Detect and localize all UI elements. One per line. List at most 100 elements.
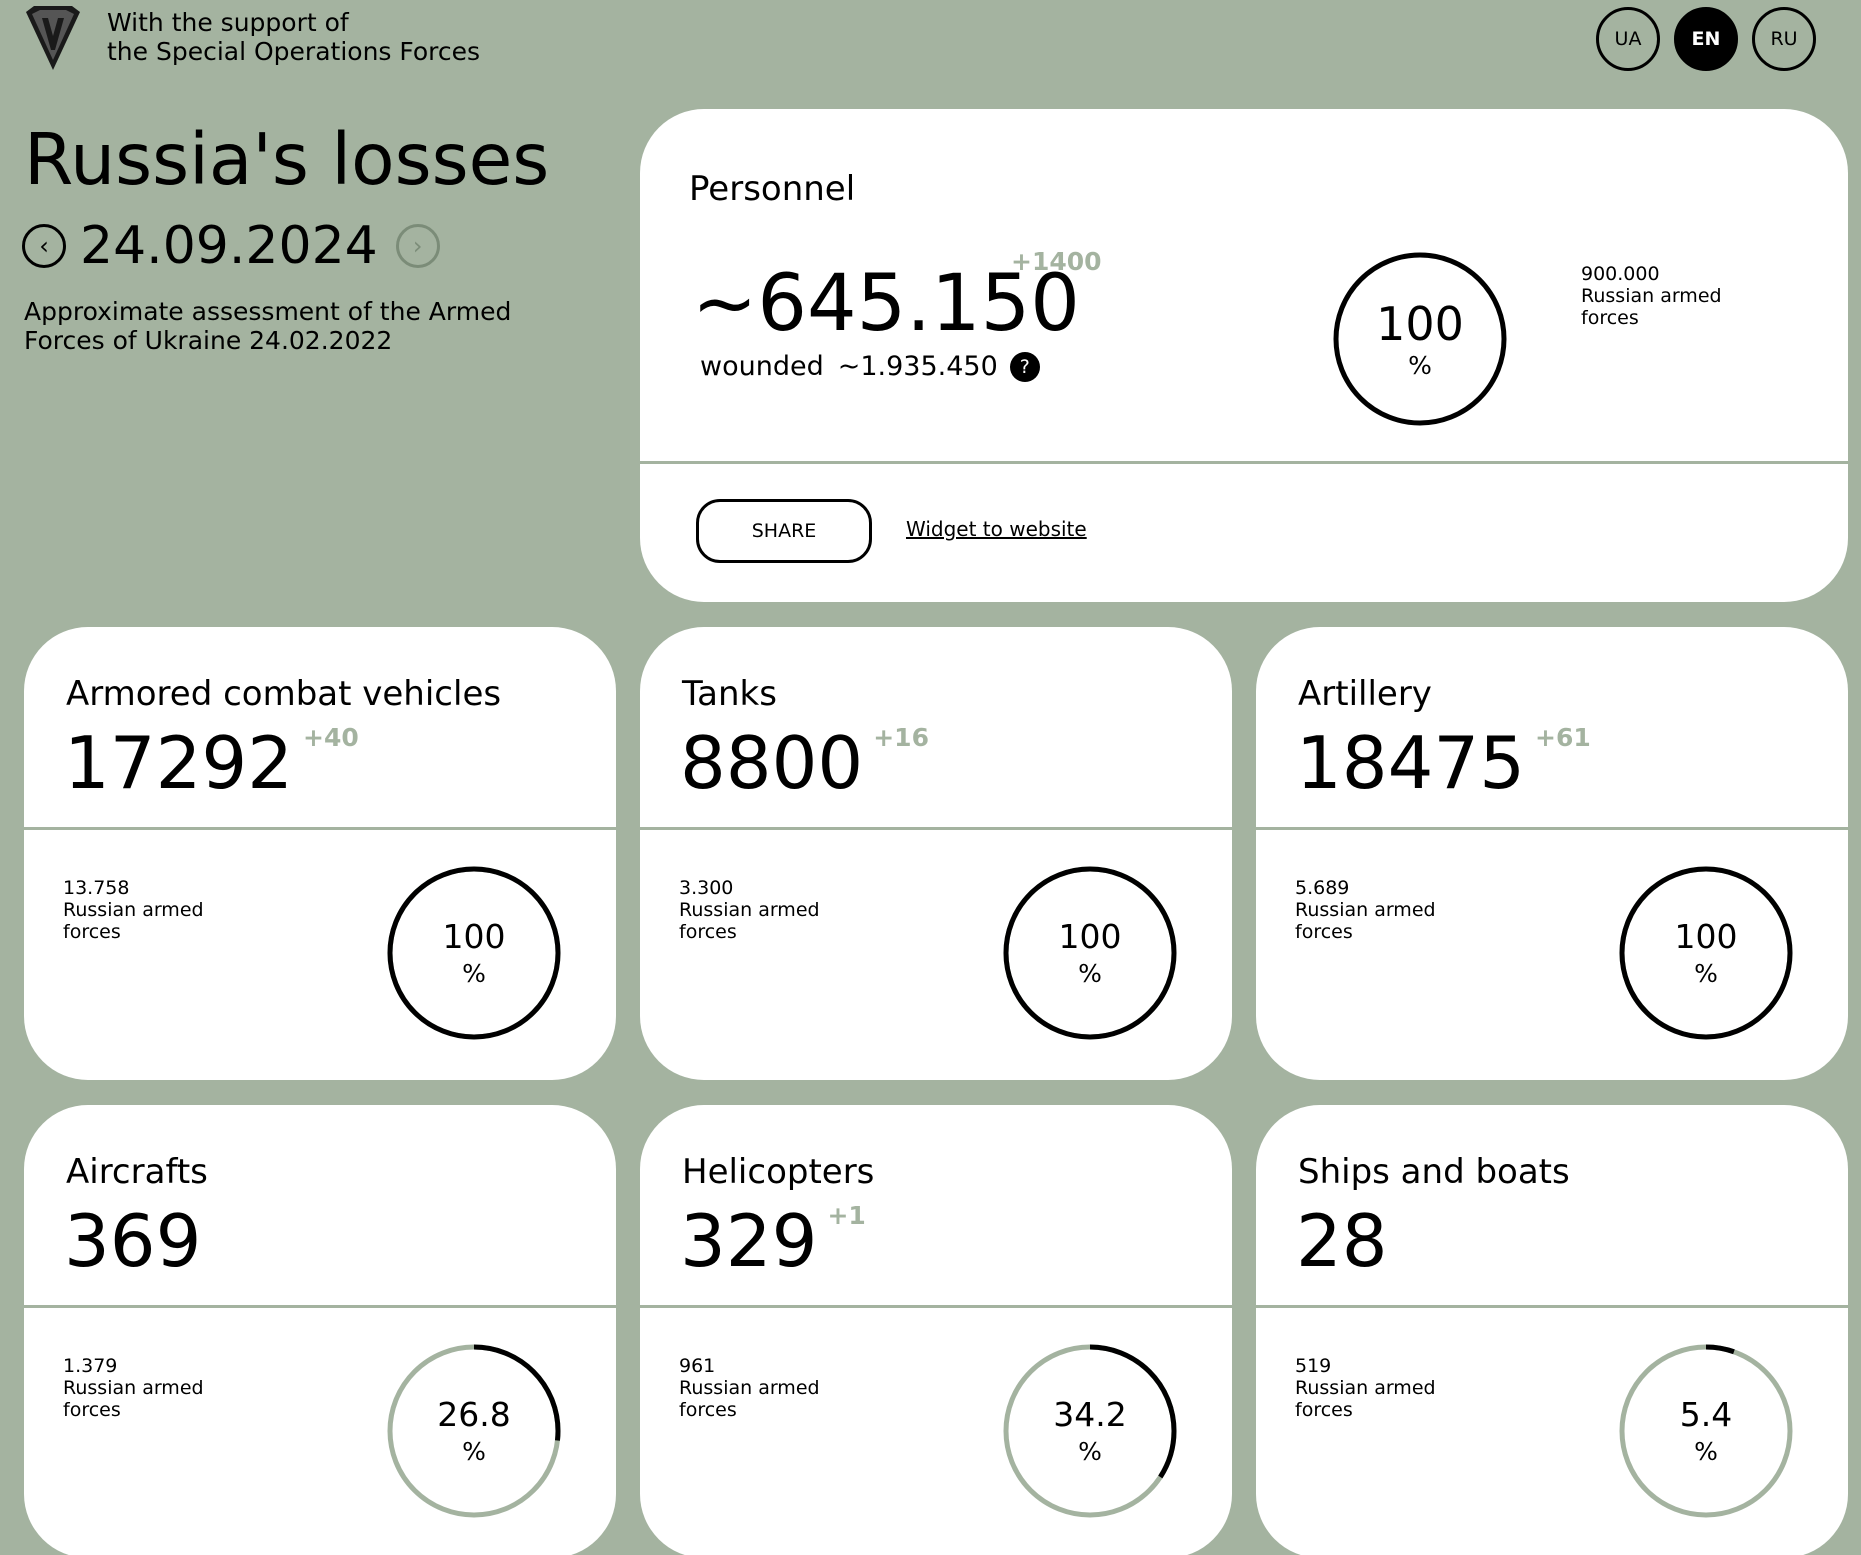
ships-and-boats-value: 28 (1296, 1199, 1388, 1283)
prev-date-button[interactable]: ‹ (22, 224, 66, 268)
helicopters-base-line-1: Russian armed (679, 1377, 820, 1399)
artillery-base-value: 5.689 (1295, 877, 1350, 899)
assessment-line-2: Forces of Ukraine 24.02.2022 (24, 326, 393, 355)
tanks-base-line-2: forces (679, 921, 737, 943)
divider (640, 1305, 1232, 1308)
artillery-title: Artillery (1298, 674, 1432, 714)
current-date: 24.09.2024 (80, 216, 378, 276)
artillery-base-line-1: Russian armed (1295, 899, 1436, 921)
tanks-base-line-1: Russian armed (679, 899, 820, 921)
divider (24, 1305, 616, 1308)
aircrafts-base: 1.379 Russian armed forces (63, 1355, 204, 1421)
helicopters-base-value: 961 (679, 1355, 716, 1377)
personnel-delta: +1400 (1011, 247, 1102, 276)
armored-combat-vehicles-title: Armored combat vehicles (66, 674, 502, 714)
tanks-ring-fill (1003, 866, 1177, 1040)
aircrafts-base-line-1: Russian armed (63, 1377, 204, 1399)
share-button[interactable]: SHARE (696, 499, 872, 563)
armored-combat-vehicles-base-line-1: Russian armed (63, 899, 204, 921)
chevron-left-icon: ‹ (39, 232, 49, 260)
divider (1256, 1305, 1848, 1308)
support-text: With the support of the Special Operatio… (107, 8, 480, 66)
tanks-percent: 100 (1058, 917, 1122, 956)
tanks-title: Tanks (682, 674, 777, 714)
ships-and-boats-base-value: 519 (1295, 1355, 1332, 1377)
ships-and-boats-ring-fill (1619, 1344, 1793, 1518)
divider (1256, 827, 1848, 830)
artillery-card: Artillery 18475 +61 5.689 Russian armed … (1256, 627, 1848, 1080)
artillery-percent: 100 (1674, 917, 1738, 956)
ships-and-boats-title: Ships and boats (1298, 1152, 1570, 1192)
armored-combat-vehicles-base-line-2: forces (63, 921, 121, 943)
tanks-value: 8800 (680, 721, 864, 805)
helicopters-card: Helicopters 329 +1 961 Russian armed for… (640, 1105, 1232, 1555)
artillery-ring: 100 % (1618, 865, 1794, 1041)
armored-combat-vehicles-base: 13.758 Russian armed forces (63, 877, 204, 943)
personnel-ring: 100 % (1332, 251, 1508, 427)
armored-combat-vehicles-ring: 100 % (386, 865, 562, 1041)
helicopters-base: 961 Russian armed forces (679, 1355, 820, 1421)
ships-and-boats-base-line-2: forces (1295, 1399, 1353, 1421)
aircrafts-base-line-2: forces (63, 1399, 121, 1421)
aircrafts-percent-sign: % (462, 1437, 486, 1466)
tanks-percent-sign: % (1078, 959, 1102, 988)
ships-and-boats-card: Ships and boats 28 519 Russian armed for… (1256, 1105, 1848, 1555)
aircrafts-card: Aircrafts 369 1.379 Russian armed forces… (24, 1105, 616, 1555)
artillery-value: 18475 (1296, 721, 1526, 805)
tanks-ring: 100 % (1002, 865, 1178, 1041)
helicopters-percent-sign: % (1078, 1437, 1102, 1466)
wounded-value: ~1.935.450 (837, 351, 998, 382)
aircrafts-value: 369 (64, 1199, 202, 1283)
assessment-line-1: Approximate assessment of the Armed (24, 297, 512, 326)
divider (640, 827, 1232, 830)
artillery-percent-sign: % (1694, 959, 1718, 988)
personnel-card: Personnel ~645.150 +1400 wounded ~1.935.… (640, 109, 1848, 602)
armored-combat-vehicles-base-value: 13.758 (63, 877, 130, 899)
help-icon[interactable]: ? (1009, 351, 1040, 382)
armored-combat-vehicles-value: 17292 (64, 721, 294, 805)
helicopters-base-line-2: forces (679, 1399, 737, 1421)
personnel-base-line-2: forces (1581, 307, 1639, 329)
armored-combat-vehicles-percent-sign: % (462, 959, 486, 988)
armored-combat-vehicles-ring-fill (387, 866, 561, 1040)
wounded-label: wounded (700, 351, 824, 382)
aircrafts-ring-fill (387, 1344, 561, 1518)
aircrafts-title: Aircrafts (66, 1152, 208, 1192)
tanks-base-value: 3.300 (679, 877, 734, 899)
artillery-base: 5.689 Russian armed forces (1295, 877, 1436, 943)
ships-and-boats-ring: 5.4 % (1618, 1343, 1794, 1519)
armored-combat-vehicles-percent: 100 (442, 917, 506, 956)
ships-and-boats-percent: 5.4 (1679, 1395, 1733, 1434)
helicopters-ring: 34.2 % (1002, 1343, 1178, 1519)
tanks-base: 3.300 Russian armed forces (679, 877, 820, 943)
aircrafts-base-value: 1.379 (63, 1355, 118, 1377)
ships-and-boats-base-line-1: Russian armed (1295, 1377, 1436, 1399)
next-date-button[interactable]: › (395, 224, 440, 268)
tanks-delta: +16 (873, 723, 929, 752)
personnel-base-value: 900.000 (1581, 263, 1660, 285)
date-navigator: ‹ 24.09.2024 › (22, 218, 440, 274)
armored-combat-vehicles-card: Armored combat vehicles 17292 +40 13.758… (24, 627, 616, 1080)
personnel-base: 900.000 Russian armed forces (1581, 263, 1722, 329)
artillery-ring-fill (1619, 866, 1793, 1040)
lang-ua-button[interactable]: UA (1596, 7, 1660, 71)
widget-link[interactable]: Widget to website (906, 517, 1087, 541)
divider (24, 827, 616, 830)
page-title: Russia's losses (24, 118, 550, 201)
helicopters-value: 329 (680, 1199, 818, 1283)
helicopters-title: Helicopters (682, 1152, 875, 1192)
lang-ru-button[interactable]: RU (1752, 7, 1816, 71)
support-line-2: the Special Operations Forces (107, 37, 481, 66)
lang-en-button[interactable]: EN (1674, 7, 1738, 71)
tanks-card: Tanks 8800 +16 3.300 Russian armed force… (640, 627, 1232, 1080)
artillery-base-line-2: forces (1295, 921, 1353, 943)
divider (640, 461, 1848, 464)
helicopters-ring-fill (1003, 1344, 1177, 1518)
helicopters-percent: 34.2 (1053, 1395, 1127, 1434)
sof-logo[interactable] (22, 6, 84, 70)
personnel-percent-sign: % (1408, 351, 1432, 380)
artillery-delta: +61 (1535, 723, 1591, 752)
support-line-1: With the support of (107, 8, 349, 37)
aircrafts-percent: 26.8 (437, 1395, 511, 1434)
ships-and-boats-base: 519 Russian armed forces (1295, 1355, 1436, 1421)
